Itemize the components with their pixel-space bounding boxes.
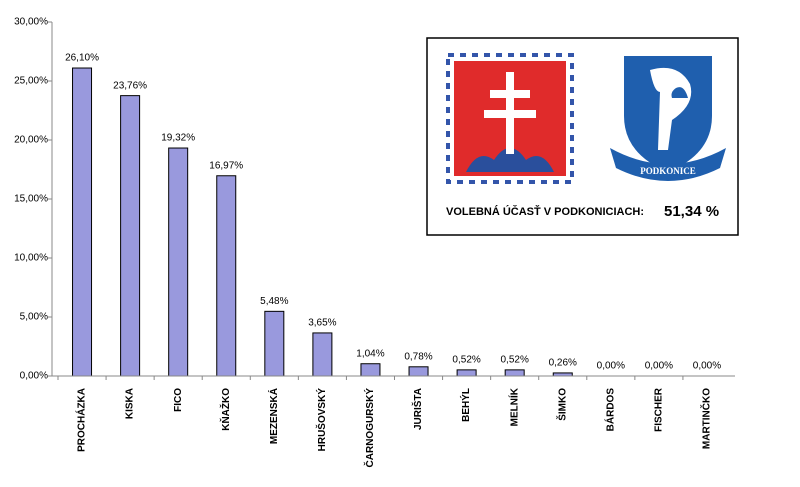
x-tick-label: JURIŠTA xyxy=(411,388,424,430)
value-label: 3,65% xyxy=(308,318,336,329)
value-label: 0,00% xyxy=(645,361,673,372)
x-tick-label: FICO xyxy=(173,388,184,412)
value-label: 0,52% xyxy=(500,355,528,366)
emblem-cross xyxy=(484,72,536,154)
value-label: 23,76% xyxy=(113,80,147,91)
value-label: 5,48% xyxy=(260,296,288,307)
value-label: 0,52% xyxy=(452,355,480,366)
value-label: 16,97% xyxy=(209,160,243,171)
x-tick-label: MARTINČKO xyxy=(700,388,713,449)
bar xyxy=(120,95,141,377)
x-tick-label: KISKA xyxy=(125,388,136,419)
value-label: 0,00% xyxy=(597,361,625,372)
value-label: 0,26% xyxy=(549,358,577,369)
podkonice-bell xyxy=(671,87,688,98)
bar xyxy=(312,332,333,377)
bar xyxy=(168,147,189,377)
x-tick-label: HRUŠOVSKÝ xyxy=(315,388,328,452)
x-tick-label: ŠIMKO xyxy=(555,388,568,421)
x-tick-label: BÁRDOS xyxy=(603,388,616,432)
y-tick-label: 0,00% xyxy=(20,371,48,382)
y-tick-label: 15,00% xyxy=(14,194,48,205)
turnout-value: 51,34 % xyxy=(664,203,719,220)
value-label: 1,04% xyxy=(356,348,384,359)
y-tick-label: 10,00% xyxy=(14,253,48,264)
x-tick-label: BEHÝL xyxy=(459,388,472,422)
bar xyxy=(504,369,525,377)
x-tick-label: FISCHER xyxy=(654,387,665,432)
value-label: 26,10% xyxy=(65,53,99,64)
inset: PODKONICE VOLEBNÁ ÚČASŤ V PODKONICIACH: … xyxy=(426,37,739,236)
value-label: 0,78% xyxy=(404,351,432,362)
x-tick-label: MELNÍK xyxy=(507,387,520,426)
y-tick-label: 20,00% xyxy=(14,135,48,146)
x-tick-label: MEZENSKÁ xyxy=(267,388,280,444)
bar xyxy=(264,310,285,377)
value-label: 0,00% xyxy=(693,361,721,372)
emblem-hills xyxy=(466,148,554,172)
bar xyxy=(216,175,237,377)
y-tick-label: 30,00% xyxy=(14,17,48,28)
podkonice-label: PODKONICE xyxy=(640,166,696,176)
podkonice-ribbon xyxy=(610,148,726,181)
x-tick-label: KŇAŽKO xyxy=(219,388,232,431)
y-tick-label: 5,00% xyxy=(20,312,48,323)
bar xyxy=(408,366,429,377)
value-label: 19,32% xyxy=(161,133,195,144)
x-tick-label: PROCHÁZKA xyxy=(75,388,88,452)
bar xyxy=(456,369,477,377)
turnout-label: VOLEBNÁ ÚČASŤ V PODKONICIACH: xyxy=(446,205,644,218)
bar xyxy=(360,363,381,377)
bar xyxy=(72,67,93,377)
x-tick-label: ČARNOGURSKÝ xyxy=(363,388,376,468)
y-tick-label: 25,00% xyxy=(14,76,48,87)
